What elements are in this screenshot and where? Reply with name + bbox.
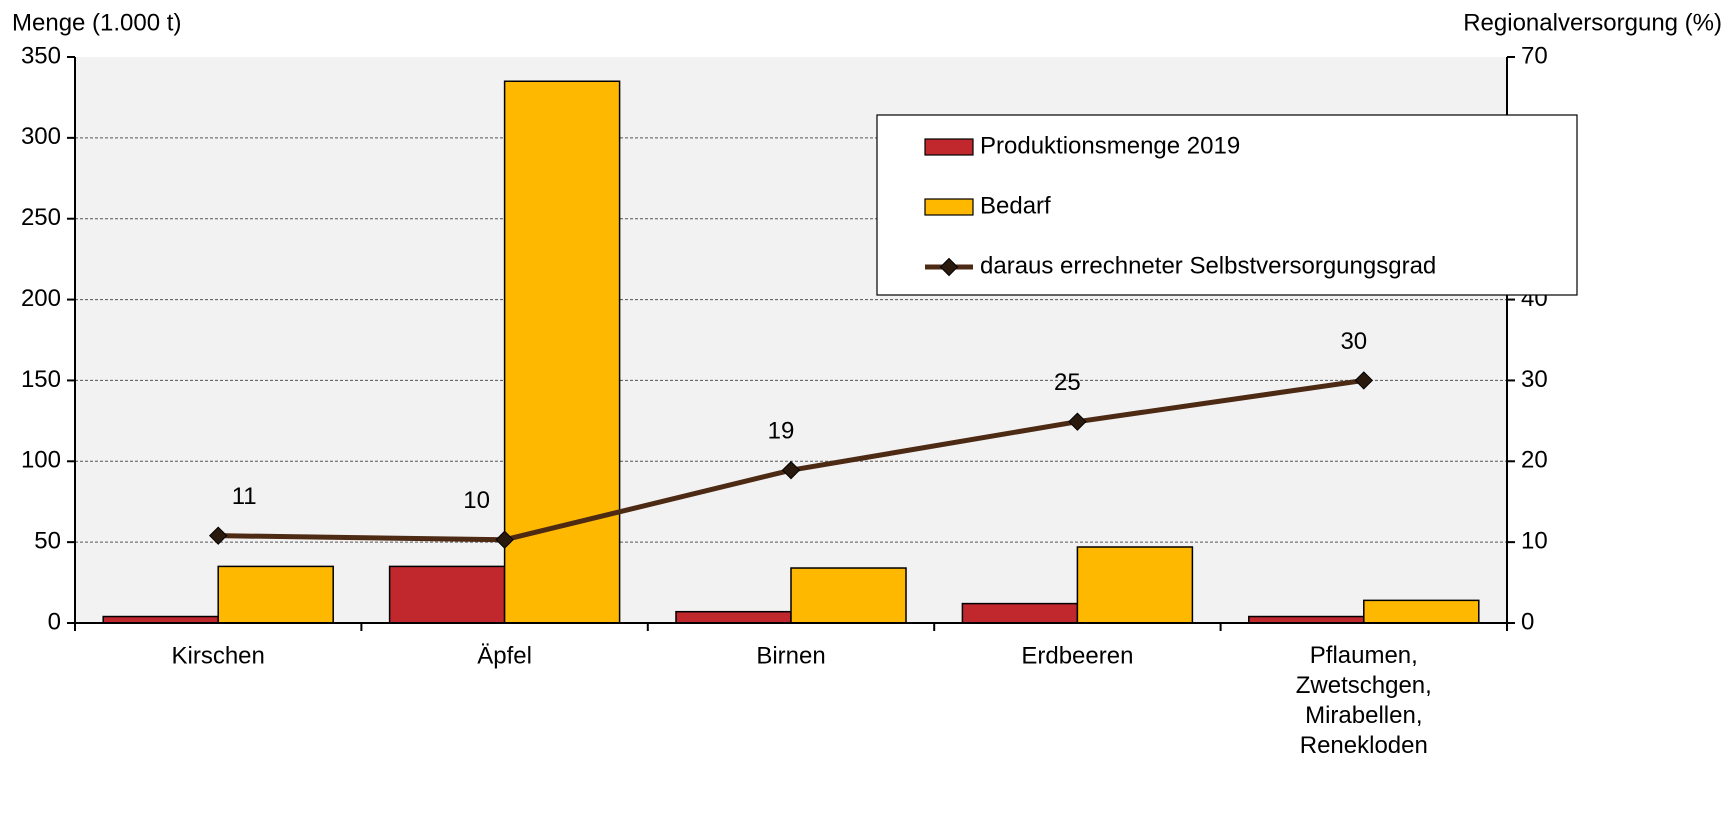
legend: Produktionsmenge 2019 Bedarf daraus erre… bbox=[876, 114, 1578, 296]
bar bbox=[961, 602, 1079, 624]
y2-tick-label: 10 bbox=[1521, 527, 1548, 554]
data-label: 30 bbox=[1340, 328, 1367, 355]
y-tick-label: 50 bbox=[34, 527, 61, 554]
bar bbox=[790, 567, 907, 624]
marker bbox=[781, 460, 801, 480]
y-tick-label: 0 bbox=[48, 608, 61, 635]
x-tick-label: Birnen bbox=[756, 642, 825, 669]
y-tick-label: 200 bbox=[21, 285, 61, 312]
data-label: 11 bbox=[232, 483, 257, 510]
y2-tick-label: 20 bbox=[1521, 447, 1548, 474]
y-tick-label: 100 bbox=[21, 447, 61, 474]
marker bbox=[209, 526, 228, 545]
bar bbox=[1363, 599, 1480, 624]
y2-tick-label: 0 bbox=[1521, 608, 1534, 635]
x-tick-label: Äpfel bbox=[477, 642, 532, 669]
y-tick-label: 350 bbox=[21, 42, 61, 69]
x-tick-label: Pflaumen, Zwetschgen, Mirabellen, Reneklode… bbox=[1296, 642, 1432, 759]
legend-label: Bedarf bbox=[980, 192, 1051, 219]
marker bbox=[1354, 371, 1373, 390]
y-axis-title: Menge (1.000 t) bbox=[12, 9, 181, 36]
bar bbox=[217, 565, 334, 624]
x-tick-label: Kirschen bbox=[172, 642, 265, 669]
bar bbox=[1076, 546, 1194, 624]
legend-box bbox=[876, 114, 1578, 296]
y-tick-label: 150 bbox=[21, 366, 61, 393]
legend-label: daraus errechneter Selbstversorgungsgrad bbox=[980, 252, 1436, 279]
legend-swatch bbox=[924, 138, 974, 156]
legend-marker bbox=[939, 257, 959, 277]
data-label: 10 bbox=[463, 487, 490, 514]
legend-swatch bbox=[924, 198, 974, 216]
y2-tick-label: 70 bbox=[1521, 42, 1548, 69]
legend-label: Produktionsmenge 2019 bbox=[980, 132, 1240, 159]
x-tick-label: Erdbeeren bbox=[1021, 642, 1133, 669]
y2-tick-label: 30 bbox=[1521, 366, 1548, 393]
data-label: 25 bbox=[1054, 369, 1081, 396]
y-tick-label: 300 bbox=[21, 123, 61, 150]
marker bbox=[495, 530, 514, 549]
bar bbox=[388, 565, 506, 624]
data-label: 19 bbox=[768, 418, 795, 445]
bar bbox=[503, 80, 621, 624]
y-tick-label: 250 bbox=[21, 204, 61, 231]
bar bbox=[675, 610, 792, 624]
y2-axis-title: Regionalversorgung (%) bbox=[1463, 9, 1722, 36]
marker bbox=[1068, 412, 1087, 431]
